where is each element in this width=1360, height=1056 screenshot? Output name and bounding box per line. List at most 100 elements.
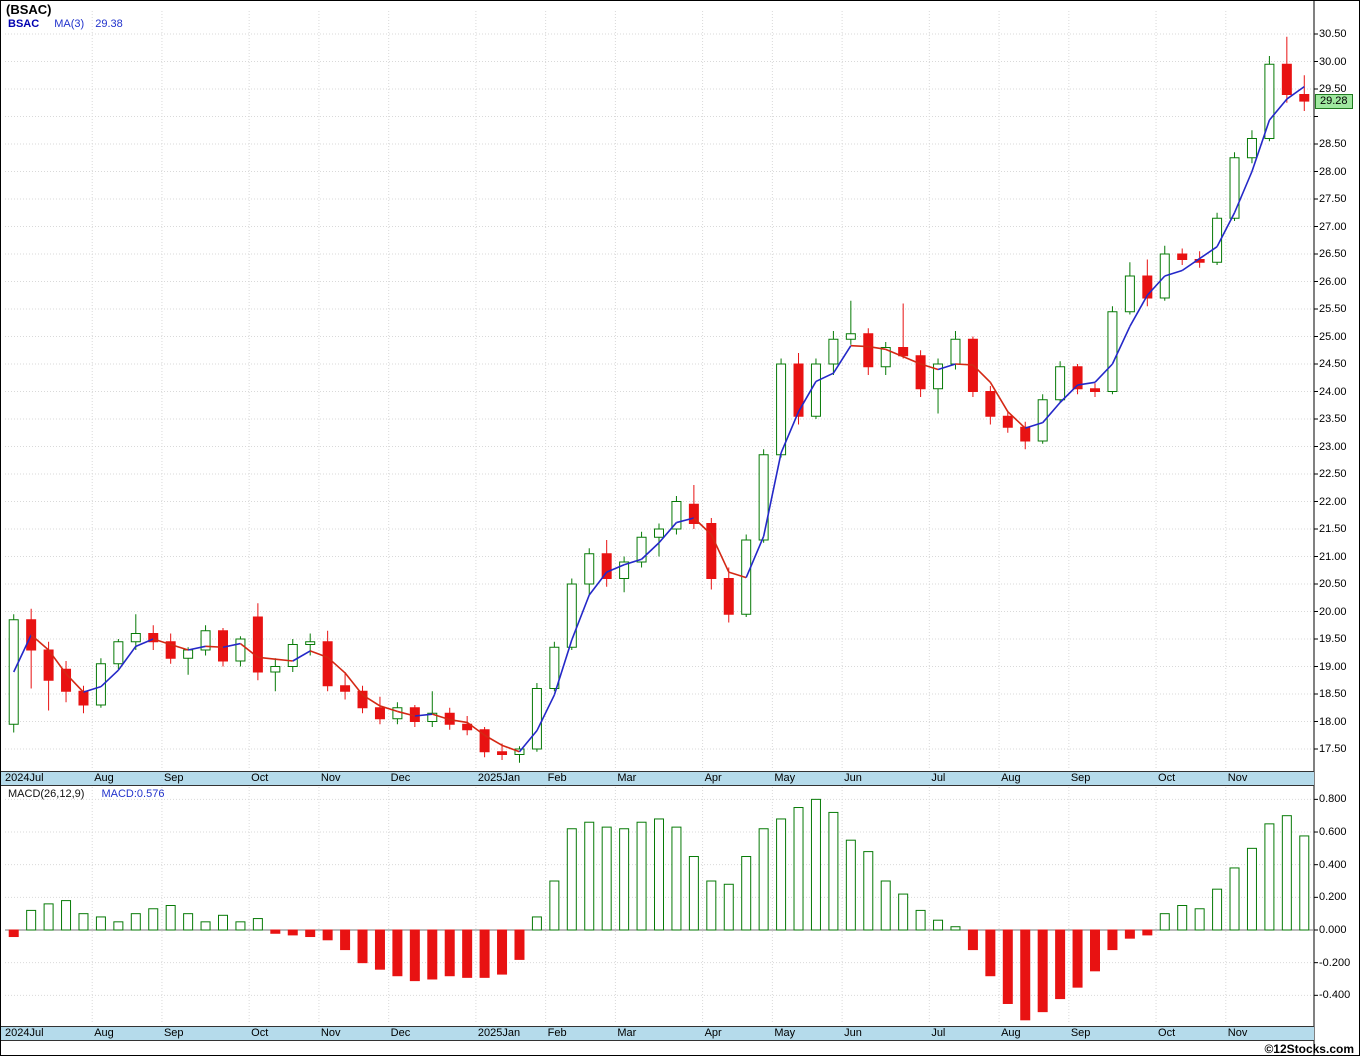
candle-body — [479, 729, 490, 753]
macd-bar-negative — [514, 929, 525, 960]
candle-body — [793, 363, 804, 417]
ma-segment — [1024, 421, 1043, 429]
price-tick-label: 28.00 — [1319, 165, 1347, 178]
candle-body — [113, 641, 124, 665]
macd-bar-negative — [967, 929, 978, 951]
price-tick-label: 24.50 — [1319, 358, 1347, 370]
month-label: Jul — [931, 1027, 946, 1039]
candle-body — [566, 583, 577, 648]
ma-segment — [606, 564, 625, 573]
ma-segment — [257, 656, 276, 660]
ma-segment — [885, 348, 904, 358]
macd-tick-label: -0.200 — [1319, 956, 1351, 969]
ma-segment — [65, 673, 85, 693]
macd-bar-negative — [444, 929, 455, 977]
ma-segment — [1042, 401, 1061, 424]
macd-value: MACD:0.576 — [101, 788, 165, 800]
price-tick-label: 21.00 — [1319, 550, 1347, 563]
macd-bar-negative — [305, 929, 316, 938]
ma-segment — [780, 411, 800, 454]
macd-legend: MACD(26,12,9) MACD:0.576 — [8, 788, 164, 800]
macd-bar-negative — [270, 929, 281, 934]
candle-body — [1246, 138, 1257, 159]
price-tick-label: 28.50 — [1319, 138, 1347, 150]
macd-bar-positive — [863, 851, 874, 931]
candle-body — [845, 333, 856, 340]
macd-bar-positive — [828, 811, 839, 931]
macd-tick-label: 0.600 — [1319, 826, 1347, 839]
macd-bar-negative — [322, 929, 333, 941]
month-label: Aug — [94, 1027, 114, 1039]
price-tick-label: 29.50 — [1319, 83, 1347, 95]
macd-bar-positive — [218, 914, 228, 931]
candle-body — [706, 523, 717, 579]
macd-bar-positive — [810, 798, 821, 931]
macd-bar-negative — [1107, 929, 1118, 951]
month-label: Nov — [1227, 772, 1248, 784]
price-tick-label: 21.50 — [1319, 523, 1347, 535]
ma-segment — [553, 639, 573, 696]
ma-segment — [902, 355, 921, 365]
ma-segment — [1007, 411, 1026, 429]
macd-bar-negative — [1090, 929, 1100, 972]
macd-bar-positive — [531, 916, 542, 931]
ma-segment — [1077, 381, 1096, 386]
macd-bar-negative — [374, 929, 385, 970]
month-label: Sep — [163, 1027, 184, 1039]
ma-segment — [432, 713, 450, 721]
macd-bar-positive — [793, 807, 804, 931]
candle-body — [252, 616, 263, 673]
ma-segment — [170, 643, 189, 651]
macd-bar-negative — [1020, 929, 1031, 1021]
ma-segment — [30, 634, 50, 651]
macd-tick-label: 0.400 — [1319, 858, 1347, 871]
macd-bar-positive — [113, 921, 124, 931]
macd-bar-positive — [880, 880, 891, 931]
ma-segment — [518, 730, 538, 753]
ma-segment — [868, 345, 886, 351]
candle-body — [933, 363, 944, 390]
ma-segment — [937, 363, 956, 371]
month-label: Jul — [931, 772, 946, 784]
candle-body — [1072, 366, 1083, 390]
candle-body — [619, 561, 630, 579]
month-label: Sep — [1070, 1027, 1091, 1039]
ma-segment — [292, 650, 311, 662]
ma-segment — [1094, 363, 1114, 383]
candle-body — [1037, 399, 1048, 442]
macd-bar-positive — [933, 919, 944, 931]
macd-bar-positive — [845, 839, 856, 931]
macd-bar-positive — [898, 893, 909, 931]
ma-segment — [710, 534, 730, 573]
month-label: Dec — [390, 772, 411, 784]
macd-bar-negative — [340, 929, 351, 951]
month-label: Oct — [251, 772, 269, 784]
ma-segment — [466, 721, 486, 736]
macd-bar-positive — [671, 826, 682, 931]
month-label: Aug — [94, 772, 114, 784]
ma-label: MA(3) — [54, 18, 85, 30]
candle-body — [148, 633, 159, 643]
candle-body — [880, 347, 891, 368]
macd-bar-negative — [1002, 929, 1013, 1004]
macd-bar-negative — [985, 929, 996, 977]
candle-body — [497, 751, 508, 755]
price-tick-label: 18.50 — [1319, 688, 1347, 700]
candle-body — [1177, 253, 1188, 260]
ma-segment — [309, 650, 328, 659]
macd-bar-positive — [706, 880, 717, 931]
macd-bar-positive — [1281, 815, 1292, 931]
ma-segment — [536, 694, 556, 732]
candle-body — [549, 646, 560, 689]
macd-bar-positive — [200, 921, 211, 931]
month-label: Nov — [320, 1027, 341, 1039]
macd-bar-positive — [915, 909, 926, 931]
ma-segment — [955, 363, 973, 366]
ma-segment — [1199, 246, 1218, 260]
month-label: Mar — [617, 1027, 637, 1039]
macd-bar-positive — [636, 821, 647, 931]
macd-bar-positive — [1159, 913, 1170, 931]
macd-bar-positive — [654, 818, 664, 931]
ma-value: 29.38 — [95, 18, 123, 30]
ma-segment — [1286, 85, 1305, 100]
